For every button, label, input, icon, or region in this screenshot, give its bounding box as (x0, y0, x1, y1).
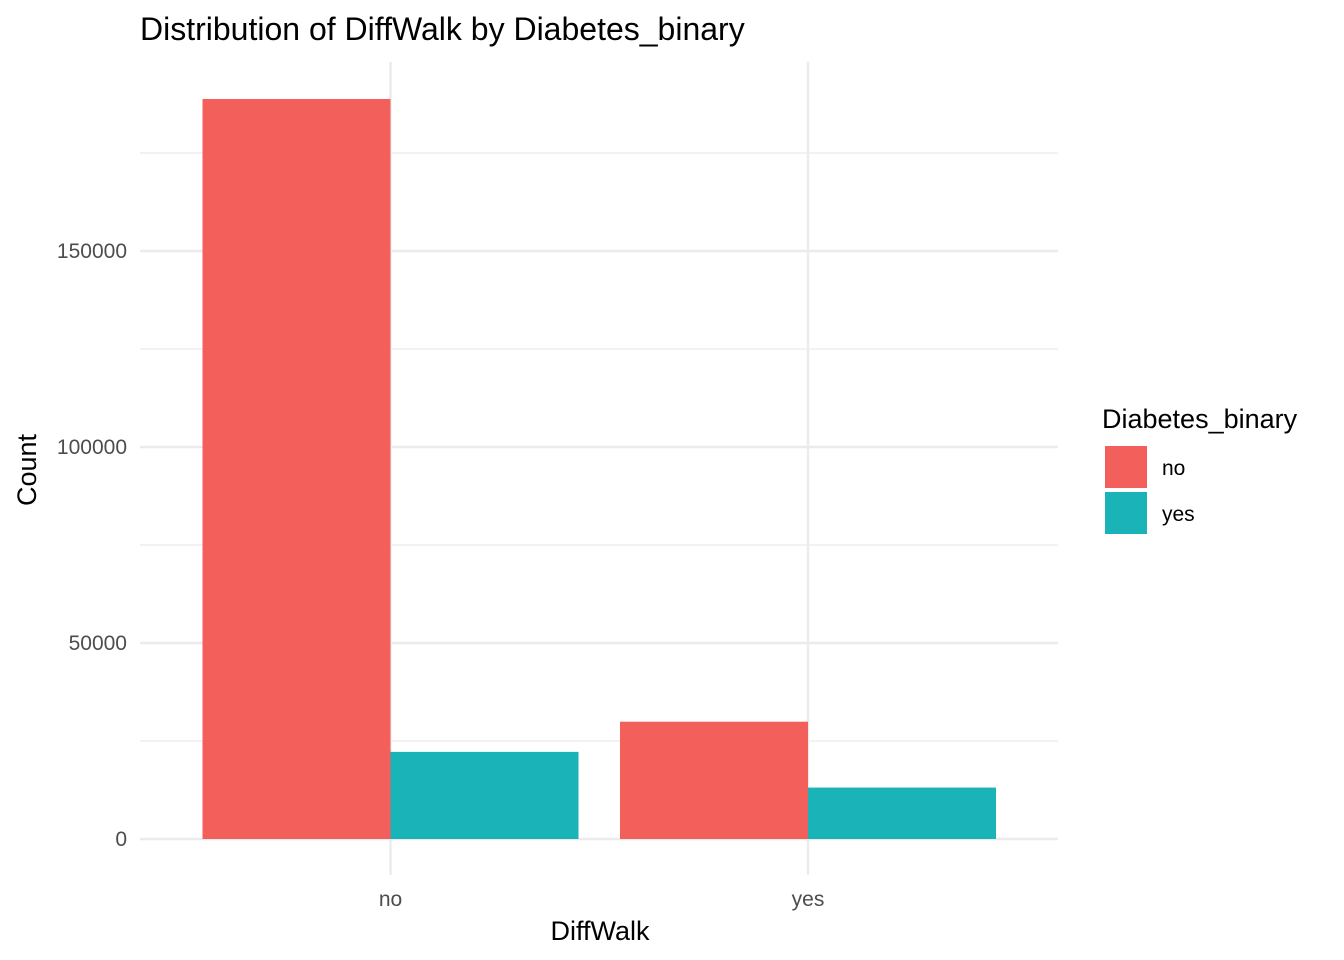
legend: Diabetes_binary no yes (1102, 404, 1298, 534)
legend-key-yes (1105, 492, 1147, 534)
y-axis-ticks: 0 50000 100000 150000 (57, 240, 127, 851)
x-axis-ticks: no yes (379, 888, 825, 911)
y-tick-label: 150000 (57, 240, 127, 263)
x-tick-label: no (379, 888, 402, 911)
chart-title: Distribution of DiffWalk by Diabetes_bin… (140, 11, 745, 47)
bar-yes-no (620, 721, 808, 839)
x-tick-label: yes (792, 888, 825, 911)
legend-items: no yes (1105, 446, 1195, 534)
legend-label-yes: yes (1162, 503, 1195, 526)
y-tick-label: 100000 (57, 436, 127, 459)
y-axis-title: Count (12, 433, 42, 506)
bar-yes-yes (808, 787, 996, 839)
bars-group (202, 98, 996, 839)
legend-label-no: no (1162, 457, 1185, 480)
y-tick-label: 50000 (69, 632, 127, 655)
bar-no-yes (390, 751, 579, 839)
legend-title: Diabetes_binary (1102, 404, 1298, 434)
bar-no-no (202, 98, 391, 839)
x-axis-title: DiffWalk (550, 916, 650, 946)
legend-key-no (1105, 446, 1147, 488)
y-tick-label: 0 (115, 828, 127, 851)
